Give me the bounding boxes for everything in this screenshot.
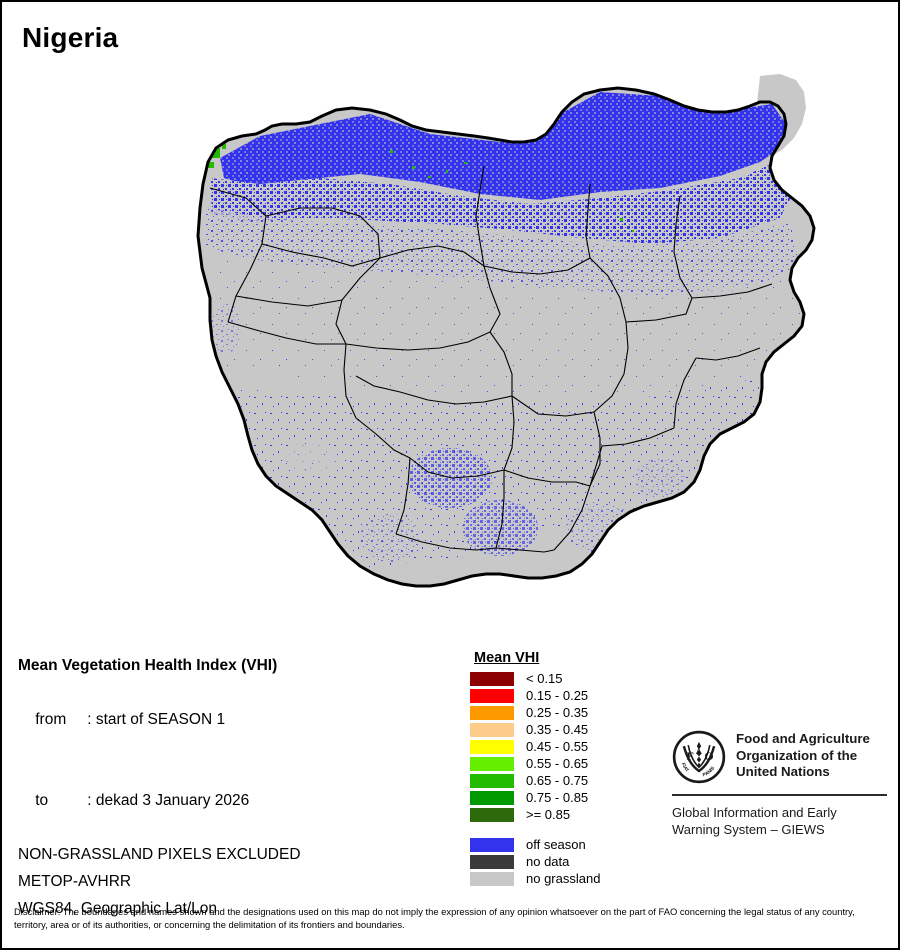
legend-swatch-class-5 (470, 756, 514, 771)
legend-row-special-0: off season (470, 836, 660, 853)
legend-label-class-4: 0.45 - 0.55 (526, 739, 589, 754)
legend-label-special-0: off season (526, 837, 586, 852)
legend-swatch-class-8 (470, 807, 514, 822)
disclaimer-text: Disclaimer: The boundaries and names sho… (14, 906, 855, 930)
legend-row-special-1: no data (470, 853, 660, 870)
legend-swatch-class-6 (470, 773, 514, 788)
legend-label-class-7: 0.75 - 0.85 (526, 790, 589, 805)
map-canvas[interactable] (60, 58, 850, 628)
legend-label-class-8: >= 0.85 (526, 807, 571, 822)
svg-text:A: A (696, 747, 702, 756)
legend-special-list: off season no data no grassland (470, 836, 660, 887)
caption-note-pixels: NON-GRASSLAND PIXELS EXCLUDED (18, 846, 301, 863)
legend-swatch-class-7 (470, 790, 514, 805)
country-border (196, 86, 816, 588)
off-season-layer (206, 92, 800, 568)
caption-heading: Mean Vegetation Health Index (VHI) (18, 657, 278, 674)
off-season-south-sparse (230, 378, 760, 568)
legend-row-class-5: 0.55 - 0.65 (470, 755, 660, 772)
svg-text:F: F (687, 749, 694, 763)
caption-from-value: : start of SEASON 1 (87, 711, 226, 728)
caption-block: Mean Vegetation Health Index (VHI) from:… (18, 652, 448, 922)
fao-block: F A O FIAT PANIS Food and Agriculture Or… (672, 730, 887, 838)
caption-to-key: to (35, 792, 49, 809)
legend-row-class-8: >= 0.85 (470, 806, 660, 823)
legend-label-class-6: 0.65 - 0.75 (526, 773, 589, 788)
legend-row-class-2: 0.25 - 0.35 (470, 704, 660, 721)
legend-row-special-2: no grassland (470, 870, 660, 887)
fao-header: F A O FIAT PANIS Food and Agriculture Or… (672, 730, 887, 784)
legend-label-special-2: no grassland (526, 871, 601, 886)
off-season-clusters (209, 302, 686, 562)
legend-label-class-1: 0.15 - 0.25 (526, 688, 589, 703)
legend-swatch-special-2 (470, 871, 514, 886)
legend-swatch-class-3 (470, 722, 514, 737)
svg-text:FIAT: FIAT (680, 762, 690, 774)
caption-note-sensor: METOP-AVHRR (18, 873, 132, 890)
legend-row-class-1: 0.15 - 0.25 (470, 687, 660, 704)
off-season-central-sparse (210, 258, 800, 408)
legend-row-class-0: < 0.15 (470, 670, 660, 687)
fao-organization-name: Food and Agriculture Organization of the… (736, 731, 870, 779)
legend-label-class-2: 0.25 - 0.35 (526, 705, 589, 720)
legend-label-class-3: 0.35 - 0.45 (526, 722, 589, 737)
caption-row-from: from : start of SEASON 1 (18, 679, 448, 760)
legend-swatch-class-0 (470, 671, 514, 686)
caption-from-key: from (35, 711, 67, 728)
legend-row-class-7: 0.75 - 0.85 (470, 789, 660, 806)
legend-swatch-class-4 (470, 739, 514, 754)
legend-label-class-0: < 0.15 (526, 671, 563, 686)
legend-swatch-class-2 (470, 705, 514, 720)
svg-text:O: O (704, 749, 713, 763)
fao-logo-icon: F A O FIAT PANIS (672, 730, 726, 784)
caption-row-to: to : dekad 3 January 2026 (18, 760, 448, 841)
legend-title: Mean VHI (474, 650, 540, 666)
fao-motto-left: FIAT (680, 762, 690, 774)
page-title: Nigeria (22, 22, 119, 53)
legend-swatch-special-1 (470, 854, 514, 869)
vegetation-pixels (208, 144, 634, 232)
legend-row-class-6: 0.65 - 0.75 (470, 772, 660, 789)
fao-divider (672, 794, 887, 796)
legend-class-list: < 0.15 0.15 - 0.25 0.25 - 0.35 0.35 - 0.45 0… (470, 670, 660, 823)
caption-to-value: : dekad 3 January 2026 (87, 792, 250, 809)
legend-swatch-special-0 (470, 837, 514, 852)
off-season-band-north-mid (210, 158, 796, 244)
legend-row-class-3: 0.35 - 0.45 (470, 721, 660, 738)
legend-label-class-5: 0.55 - 0.65 (526, 756, 589, 771)
state-boundaries (209, 165, 773, 553)
legend: Mean VHI < 0.15 0.15 - 0.25 0.25 - 0.35 0.3… (470, 650, 660, 887)
map-svg (196, 74, 816, 588)
legend-swatch-class-1 (470, 688, 514, 703)
off-season-band-transition (206, 208, 800, 298)
legend-label-special-1: no data (526, 854, 570, 869)
legend-spacer (470, 823, 660, 836)
off-season-band-far-north (220, 92, 786, 200)
legend-row-class-4: 0.45 - 0.55 (470, 738, 660, 755)
caption-note-projection: WGS84, Geographic Lat/Lon (18, 900, 218, 917)
fao-system-name: Global Information and Early Warning Sys… (672, 805, 837, 837)
